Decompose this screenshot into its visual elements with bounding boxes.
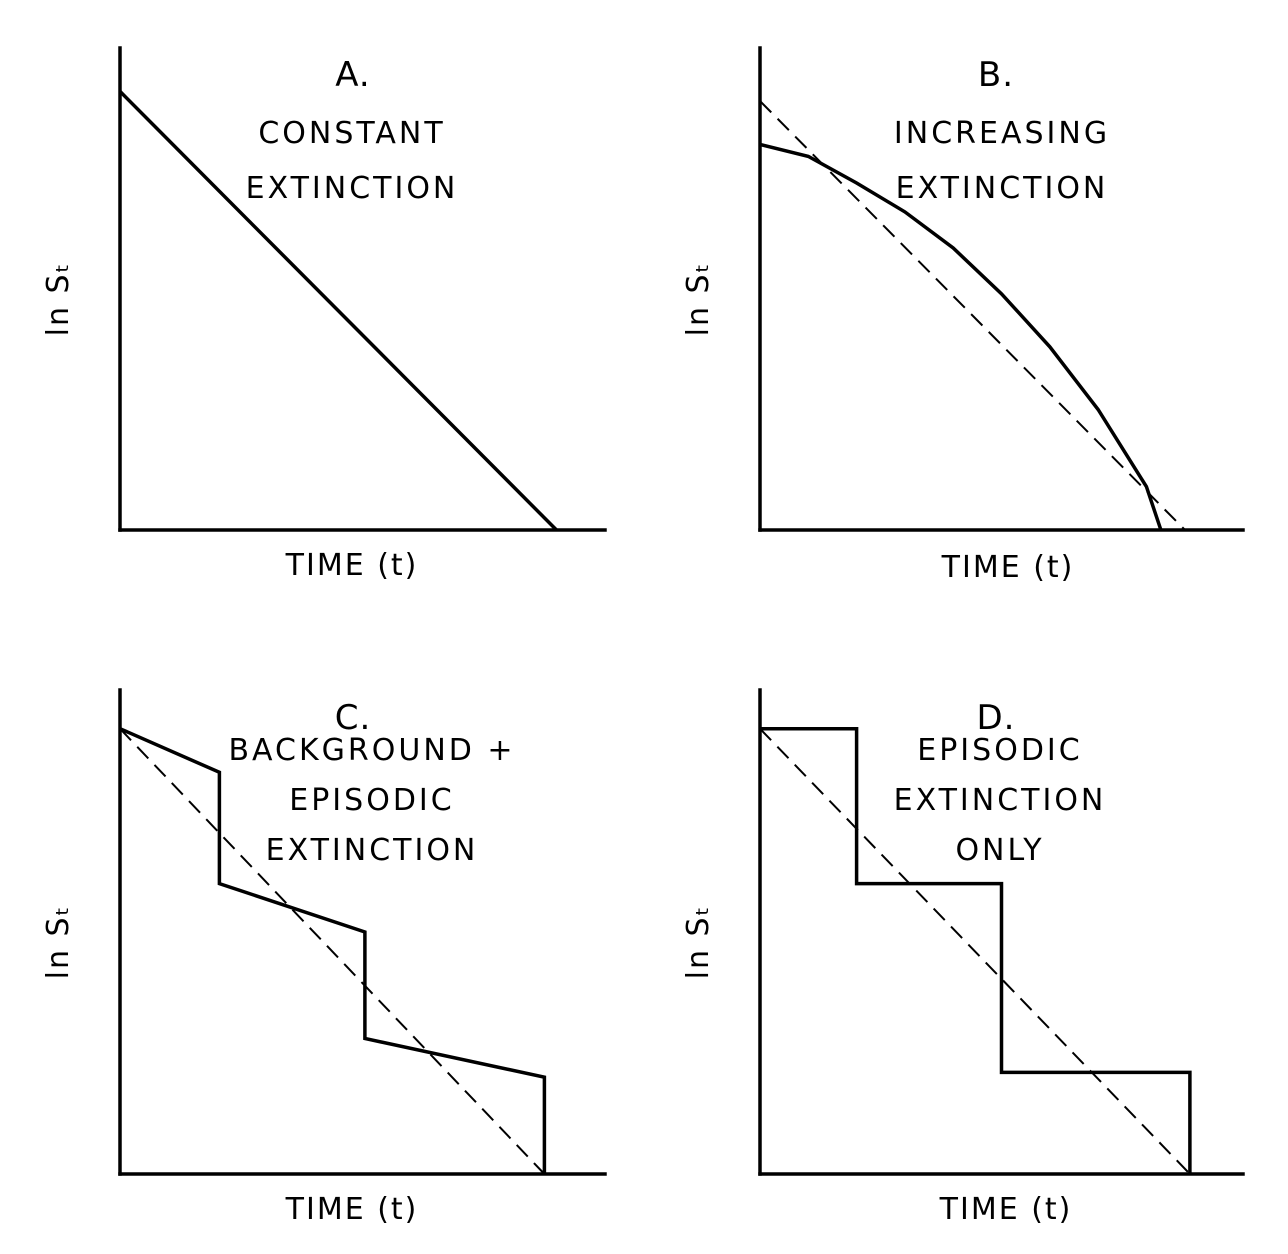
panel-caption-line: BACKGROUND +	[228, 733, 515, 768]
dashed-reference-line	[759, 728, 1191, 1175]
panel-caption-line: EXTINCTION	[894, 783, 1107, 818]
dashed-reference-line	[119, 728, 546, 1175]
solid-extinction-line	[118, 90, 558, 532]
x-axis-label: TIME (t)	[939, 1192, 1073, 1227]
dashed-reference-line	[759, 100, 1186, 531]
panel-letter: D.	[977, 698, 1016, 738]
panel-caption-line: EXTINCTION	[246, 171, 459, 206]
solid-extinction-line	[759, 142, 1163, 531]
panel-letter: C.	[335, 698, 372, 738]
panel-caption-line: INCREASING	[894, 116, 1110, 151]
panel-caption-line: EPISODIC	[289, 783, 454, 818]
chart-panel-1: A. CONSTANT EXTINCTION TIME (t) ln Sₜ	[41, 46, 607, 583]
panel-caption-line: EXTINCTION	[896, 171, 1109, 206]
panel-caption-line: EXTINCTION	[266, 833, 479, 868]
panel-caption-line: CONSTANT	[258, 116, 445, 151]
solid-extinction-line	[119, 727, 547, 1174]
x-axis-label: TIME (t)	[941, 550, 1075, 585]
solid-extinction-line	[760, 726, 1192, 1174]
y-axis-label: ln Sₜ	[681, 905, 716, 980]
chart-panel-2: B. INCREASING EXTINCTION TIME (t) ln Sₜ	[681, 46, 1245, 585]
x-axis-label: TIME (t)	[285, 548, 419, 583]
y-axis-label: ln Sₜ	[41, 905, 76, 980]
panel-caption-line: EPISODIC	[917, 733, 1082, 768]
chart-panel-4: D.EPISODIC EXTINCTION ONLY TIME (t) ln Sₜ	[681, 688, 1245, 1227]
y-axis-label: ln Sₜ	[681, 262, 716, 337]
panel-letter: B.	[978, 55, 1014, 95]
x-axis-label: TIME (t)	[285, 1192, 419, 1227]
chart-panel-3: C.BACKGROUND + EPISODIC EXTINCTION TIME (t)…	[41, 688, 607, 1227]
y-axis-label: ln Sₜ	[41, 262, 76, 337]
panel-caption-line: ONLY	[955, 833, 1044, 868]
panel-letter: A.	[335, 55, 370, 95]
